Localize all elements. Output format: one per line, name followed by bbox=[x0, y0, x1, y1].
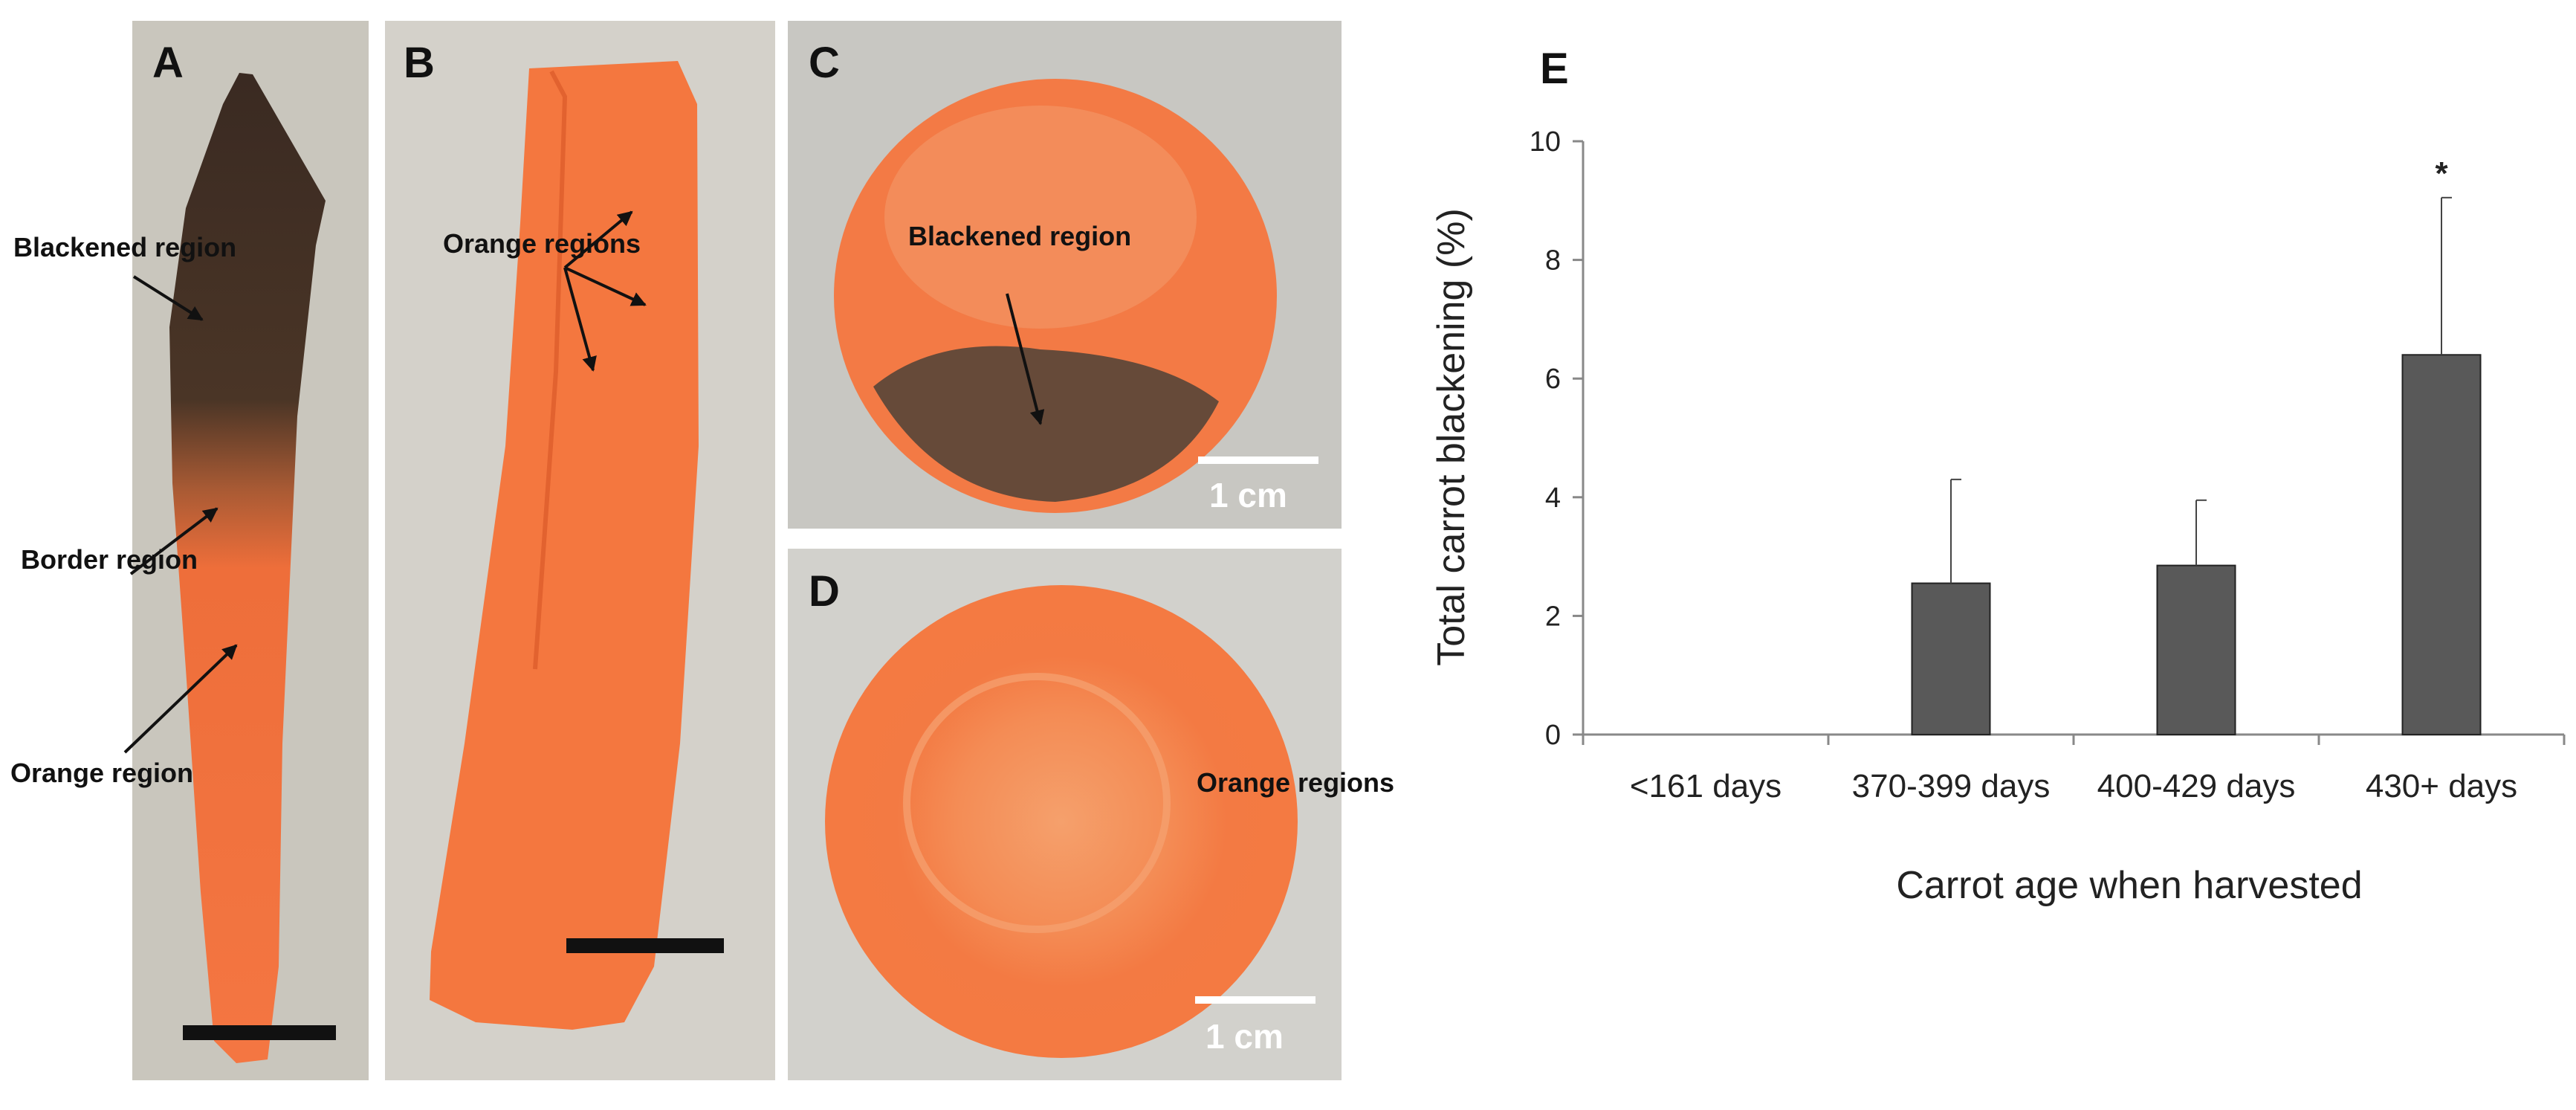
y-tick-label: 2 bbox=[1545, 601, 1561, 632]
panel-d-letter: D bbox=[809, 567, 840, 616]
bar-chart: E 0 2 4 6 8 10 <161 days 370-399 days 400-429 d… bbox=[1430, 45, 2566, 907]
arrow-blackened-a bbox=[132, 275, 204, 321]
panel-a-letter: A bbox=[152, 39, 184, 87]
carrot-slice-d bbox=[825, 585, 1298, 1058]
label-border-region: Border region bbox=[21, 544, 198, 575]
arrow-border bbox=[129, 507, 219, 575]
significance-asterisk: * bbox=[2435, 155, 2448, 192]
y-ticks: 0 2 4 6 8 10 bbox=[1530, 126, 1583, 751]
scale-bar-d-label: 1 cm bbox=[1206, 1017, 1284, 1056]
error-bars bbox=[1950, 196, 2452, 584]
bar bbox=[2401, 354, 2482, 735]
category-label: 430+ days bbox=[2366, 768, 2517, 804]
scale-bar-c-label: 1 cm bbox=[1209, 476, 1287, 514]
panel-e-letter: E bbox=[1540, 45, 1569, 93]
panel-c: C Blackened region 1 cm bbox=[788, 21, 1342, 529]
category-label: 400-429 days bbox=[2097, 768, 2296, 804]
label-blackened-region-a: Blackened region bbox=[13, 232, 236, 262]
arrow-orange-b-2 bbox=[564, 266, 647, 306]
category-label: 370-399 days bbox=[1852, 768, 2051, 804]
carrot-stick-edge bbox=[533, 70, 568, 670]
label-blackened-region-c: Blackened region bbox=[908, 221, 1131, 251]
label-orange-regions-b: Orange regions bbox=[443, 228, 641, 259]
y-tick-label: 0 bbox=[1545, 720, 1561, 751]
panel-c-letter: C bbox=[809, 39, 840, 87]
y-tick-label: 10 bbox=[1530, 126, 1561, 158]
carrot-slice-d-core-ring bbox=[903, 673, 1171, 933]
x-tick-marks bbox=[1582, 735, 2566, 745]
scale-bar-a bbox=[183, 1025, 336, 1040]
scale-bar-d bbox=[1195, 996, 1315, 1004]
label-orange-regions-d: Orange regions bbox=[1197, 767, 1394, 798]
scale-bar-c bbox=[1198, 456, 1318, 464]
scale-bar-b bbox=[566, 938, 724, 953]
label-orange-region-a: Orange region bbox=[10, 758, 193, 788]
bars bbox=[1911, 354, 2482, 736]
bar bbox=[1911, 582, 1991, 736]
y-tick-label: 4 bbox=[1545, 483, 1561, 514]
panel-a: A Blackened region Border region Orange … bbox=[10, 21, 369, 1080]
bar bbox=[2156, 564, 2236, 735]
panel-b-letter: B bbox=[404, 39, 435, 87]
category-label: <161 days bbox=[1630, 768, 1781, 804]
x-axis-title: Carrot age when harvested bbox=[1896, 864, 2362, 907]
arrow-blackened-c bbox=[1006, 293, 1045, 425]
significance-markers: * bbox=[2435, 155, 2448, 192]
y-axis-title: Total carrot blackening (%) bbox=[1430, 208, 1473, 666]
arrow-orange-a bbox=[123, 644, 238, 754]
blackened-area-c bbox=[873, 346, 1219, 502]
panel-b: B Orange regions bbox=[385, 21, 775, 1080]
arrow-orange-b-3 bbox=[563, 267, 597, 372]
carrot-slice-c-core bbox=[884, 106, 1197, 329]
panel-d: D Orange regions 1 cm bbox=[788, 549, 1394, 1080]
category-labels: <161 days 370-399 days 400-429 days 430+ da… bbox=[1630, 768, 2517, 804]
y-tick-label: 8 bbox=[1545, 245, 1561, 277]
y-tick-label: 6 bbox=[1545, 364, 1561, 395]
carrot-stick-partially-blackened bbox=[169, 73, 326, 1063]
arrow-orange-b-1 bbox=[563, 210, 633, 269]
